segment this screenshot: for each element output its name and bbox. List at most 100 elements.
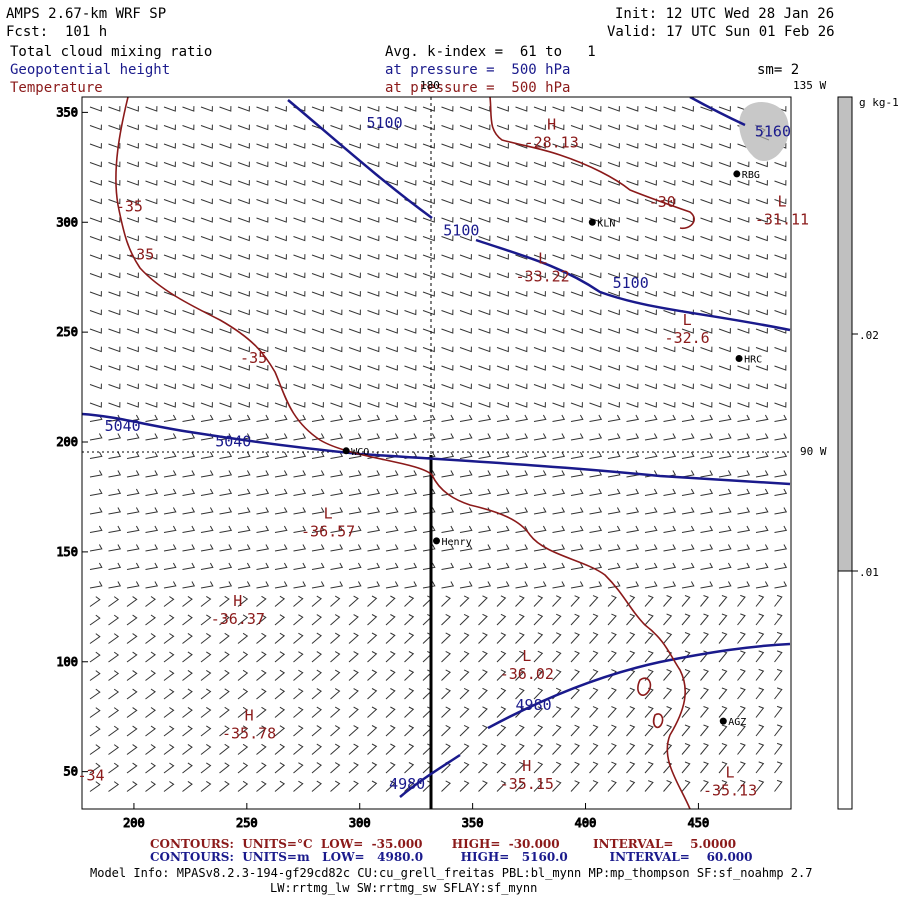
wind-barb	[256, 544, 270, 552]
wind-barb	[256, 433, 270, 441]
wind-barb	[182, 488, 196, 496]
wind-barb	[145, 383, 158, 390]
colorbar-tick-01: .01	[859, 566, 879, 579]
wind-barb	[237, 402, 250, 408]
wind-barb	[293, 725, 304, 737]
wind-barb	[367, 706, 378, 718]
wind-barb	[515, 669, 525, 681]
wind-barb	[589, 507, 603, 515]
smoothing-label: sm= 2	[757, 62, 800, 78]
wind-barb	[348, 161, 361, 168]
wind-barb	[367, 254, 380, 260]
wind-barb	[755, 705, 765, 718]
wind-barb	[126, 235, 139, 242]
wind-barb	[478, 562, 492, 570]
wind-barb	[718, 451, 732, 459]
wind-barb	[663, 507, 677, 515]
wind-barb	[478, 291, 491, 297]
wind-barb	[311, 198, 324, 205]
wind-barb	[533, 365, 546, 371]
wind-barb	[330, 595, 341, 607]
wind-barb	[515, 143, 528, 149]
wind-barb	[163, 124, 176, 131]
wind-barb	[478, 451, 492, 459]
extremum-value: -35.78	[222, 724, 276, 742]
wind-barb	[533, 488, 547, 496]
wind-barb	[644, 414, 658, 422]
wind-barb	[441, 328, 454, 334]
wind-barb	[533, 706, 544, 718]
wind-barb	[348, 414, 362, 422]
wind-barb	[718, 143, 731, 149]
wind-barb	[182, 309, 195, 316]
wind-barb	[348, 669, 359, 681]
wind-barb	[626, 254, 639, 260]
wind-barb	[737, 272, 750, 279]
wind-barb	[145, 402, 158, 408]
wind-barb	[607, 106, 620, 112]
wind-barb	[737, 562, 751, 570]
wind-barb	[681, 544, 695, 552]
wind-barb	[478, 383, 491, 390]
wind-barb	[774, 507, 788, 515]
wind-barb	[108, 254, 121, 260]
wind-barb	[163, 762, 175, 774]
wind-barb	[626, 632, 636, 644]
wind-barb	[311, 414, 325, 422]
wind-barb	[163, 161, 176, 168]
wind-barb	[663, 687, 673, 700]
wind-barb	[570, 106, 583, 112]
wind-barb	[274, 383, 287, 390]
wind-barb	[626, 161, 639, 168]
wind-barb	[737, 433, 751, 441]
wind-barb	[219, 180, 232, 186]
wind-barb	[108, 562, 122, 570]
wind-barb	[774, 724, 783, 737]
wind-barb	[182, 291, 195, 297]
wind-barb	[718, 470, 732, 478]
wind-barb	[200, 402, 213, 408]
wind-barb	[404, 143, 417, 149]
wind-barb	[330, 488, 344, 496]
wind-barb	[607, 743, 617, 755]
wind-barb	[145, 581, 159, 589]
wind-barb	[663, 198, 676, 205]
wind-barb	[681, 488, 695, 496]
wind-barb	[626, 328, 639, 334]
wind-barb	[237, 217, 250, 223]
wind-barb	[311, 780, 322, 792]
wind-barb	[626, 414, 640, 422]
wind-barb	[755, 291, 768, 297]
wind-barb	[774, 761, 783, 774]
wind-barb	[404, 254, 417, 260]
wind-barb	[718, 365, 731, 371]
wind-barb	[533, 743, 544, 755]
wind-barb	[219, 581, 233, 589]
wind-barb	[367, 562, 381, 570]
wind-barb	[737, 668, 746, 681]
wind-barb	[718, 402, 731, 408]
wind-barb	[404, 488, 418, 496]
wind-barb	[644, 488, 658, 496]
wind-barb	[311, 762, 322, 774]
wind-barb	[182, 595, 193, 607]
wind-barb	[570, 780, 580, 792]
wind-barb	[404, 124, 417, 131]
wind-barb	[552, 761, 562, 774]
wind-barb	[89, 670, 101, 681]
extremum-type: H	[233, 592, 242, 610]
wind-barb	[311, 470, 325, 478]
wind-barb	[552, 291, 565, 297]
wind-barb	[589, 724, 599, 737]
wind-barb	[441, 669, 451, 681]
wind-barb	[737, 761, 746, 774]
wind-barb	[700, 470, 714, 478]
longitude-135w-label: 135 W	[793, 79, 827, 92]
wind-barb	[459, 414, 473, 422]
wind-barb	[552, 414, 566, 422]
wind-barb	[441, 309, 454, 316]
wind-barb	[256, 328, 269, 334]
wind-barb	[774, 402, 787, 408]
wind-barb	[626, 507, 640, 515]
wind-barb	[607, 581, 621, 589]
